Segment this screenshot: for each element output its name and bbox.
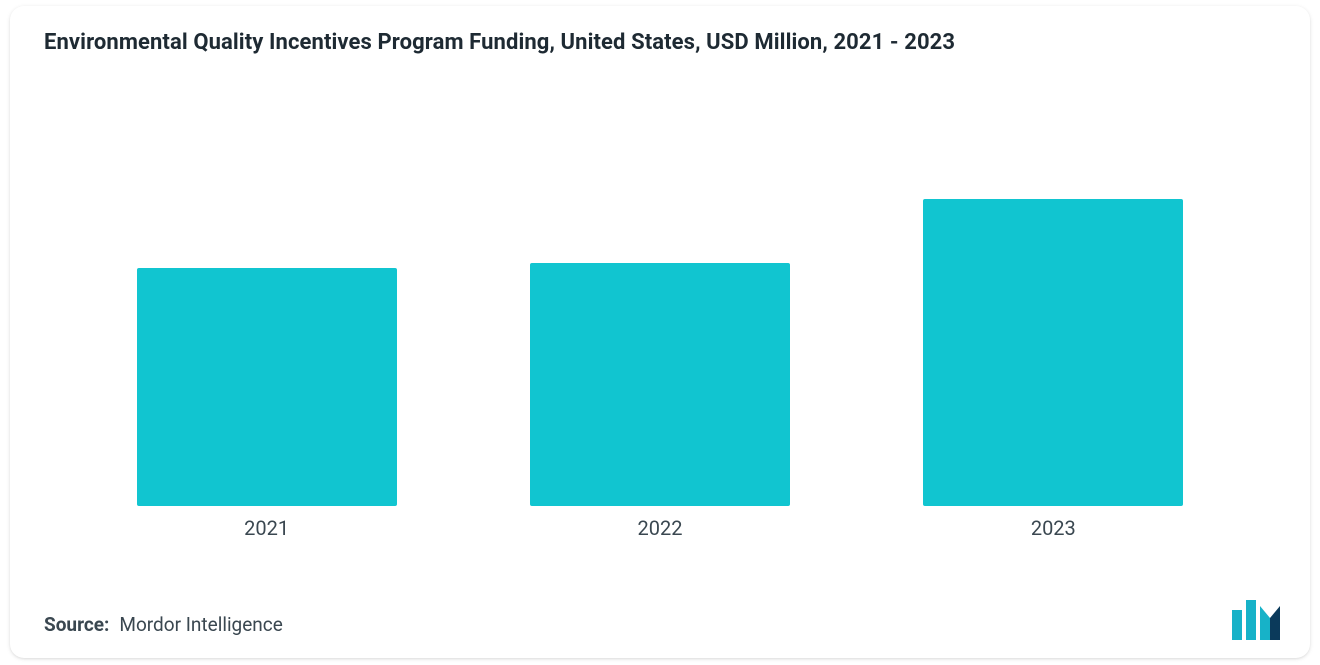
chart-card: Environmental Quality Incentives Program… [10, 6, 1310, 658]
x-axis-label: 2023 [923, 516, 1183, 540]
source-attribution: Source: Mordor Intelligence [44, 613, 283, 636]
x-axis-label: 2022 [530, 516, 790, 540]
brand-logo-icon [1232, 600, 1286, 640]
x-axis-label: 2021 [137, 516, 397, 540]
chart-title: Environmental Quality Incentives Program… [44, 30, 955, 55]
x-axis-labels: 2021 2022 2023 [70, 516, 1250, 540]
bars-row [70, 106, 1250, 506]
bar-2022 [530, 263, 790, 506]
source-label: Source: [44, 613, 109, 636]
chart-plot-area [70, 106, 1250, 506]
bar-2023 [923, 199, 1183, 506]
source-value: Mordor Intelligence [119, 613, 282, 636]
bar-2021 [137, 268, 397, 506]
